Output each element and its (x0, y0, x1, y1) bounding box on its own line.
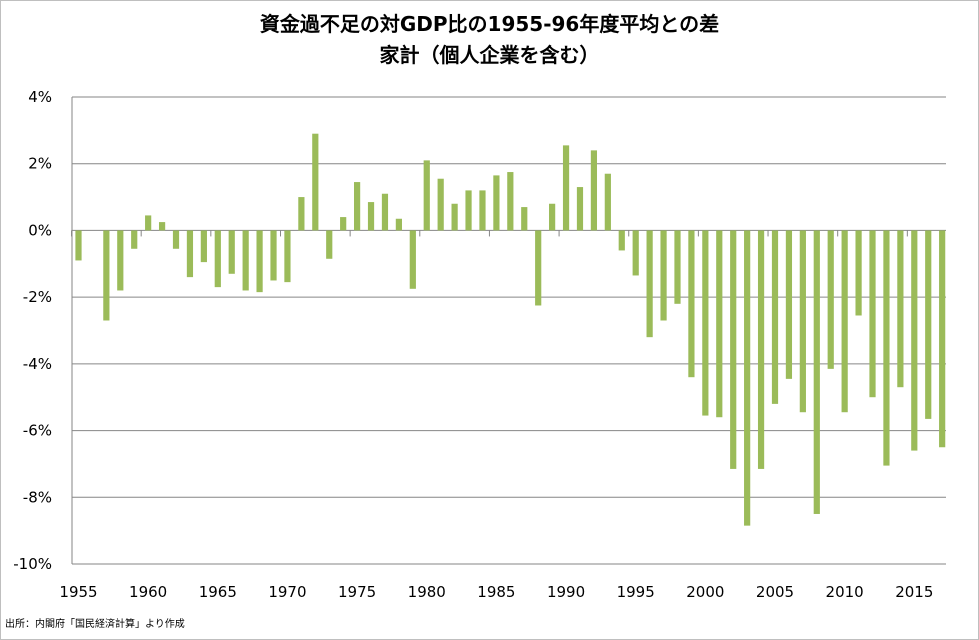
bar-2007 (799, 230, 806, 413)
y-tick-label: -4% (23, 355, 52, 373)
bar-1993 (604, 173, 611, 231)
bar-1967 (242, 230, 249, 291)
y-tick-label: -8% (23, 488, 52, 506)
bar-2003 (744, 230, 751, 526)
bar-1999 (688, 230, 695, 378)
x-tick-label: 1960 (129, 583, 167, 601)
bar-1969 (270, 230, 277, 281)
bar-2005 (771, 230, 779, 404)
bar-1971 (298, 197, 305, 231)
bar-2006 (785, 230, 793, 379)
bar-1959 (131, 230, 138, 249)
y-tick-label: 2% (28, 155, 52, 173)
y-tick-label: 4% (28, 88, 52, 106)
bar-1982 (451, 203, 458, 231)
bar-1977 (381, 193, 389, 231)
bar-1972 (312, 133, 319, 231)
bar-1998 (674, 230, 681, 304)
bar-1973 (326, 230, 333, 259)
bar-1966 (228, 230, 235, 274)
bar-1976 (367, 202, 375, 231)
y-tick-label: 0% (28, 221, 52, 239)
bar-1994 (618, 230, 625, 251)
bar-1963 (186, 230, 194, 278)
bar-2012 (869, 230, 876, 398)
bar-2008 (813, 230, 820, 514)
bar-2013 (883, 230, 890, 466)
bar-2009 (827, 230, 834, 369)
x-tick-label: 1955 (59, 583, 97, 601)
x-tick-label: 1975 (338, 583, 376, 601)
bar-1995 (632, 230, 639, 276)
x-tick-label: 1990 (547, 583, 585, 601)
x-tick-label: 1965 (199, 583, 237, 601)
source-note: 出所：内閣府「国民経済計算」より作成 (5, 619, 185, 630)
x-tick-label: 2000 (686, 583, 724, 601)
bar-2011 (855, 230, 862, 316)
bar-1965 (214, 230, 221, 288)
bar-1955 (75, 230, 82, 261)
y-tick-label: -10% (13, 555, 52, 573)
x-tick-label: 1970 (268, 583, 306, 601)
bar-1990 (562, 145, 570, 231)
bar-1986 (507, 172, 514, 231)
bar-1980 (423, 160, 430, 231)
bar-1970 (284, 230, 291, 283)
bar-1957 (103, 230, 110, 321)
x-tick-label: 2015 (895, 583, 933, 601)
y-tick-label: -2% (23, 288, 52, 306)
bar-2000 (702, 230, 709, 416)
bar-1960 (145, 215, 152, 231)
bar-1988 (535, 230, 542, 306)
bar-1996 (646, 230, 653, 338)
bar-1958 (117, 230, 124, 291)
bar-1968 (256, 230, 263, 293)
chart-subtitle: 家計（個人企業を含む） (379, 43, 600, 67)
bar-2017 (939, 230, 946, 448)
bar-1991 (576, 187, 584, 231)
bar-2004 (757, 230, 765, 469)
bar-1981 (437, 178, 444, 231)
bar-2015 (911, 230, 918, 451)
bar-2016 (925, 230, 932, 419)
x-tick-label: 2005 (756, 583, 794, 601)
bar-2014 (897, 230, 904, 388)
x-tick-label: 1985 (477, 583, 515, 601)
bar-2010 (841, 230, 848, 413)
bar-1987 (521, 207, 528, 231)
bar-1962 (172, 230, 180, 249)
bar-1964 (200, 230, 207, 263)
bar-1985 (493, 175, 500, 231)
x-tick-label: 1995 (617, 583, 655, 601)
bar-1974 (340, 217, 347, 231)
bar-2002 (730, 230, 737, 469)
y-tick-label: -6% (23, 422, 52, 440)
bar-1984 (479, 190, 486, 231)
bar-2001 (716, 230, 723, 418)
bar-1978 (395, 218, 402, 231)
bar-1997 (660, 230, 667, 321)
chart-title: 資金過不足の対GDP比の1955-96年度平均との差 (259, 12, 720, 36)
x-tick-label: 2010 (826, 583, 864, 601)
bar-1961 (158, 222, 166, 231)
bar-1989 (549, 203, 556, 231)
bar-1992 (590, 150, 598, 231)
bar-1983 (465, 190, 472, 231)
x-tick-label: 1980 (408, 583, 446, 601)
bar-1979 (409, 230, 416, 289)
bar-1975 (354, 182, 361, 231)
